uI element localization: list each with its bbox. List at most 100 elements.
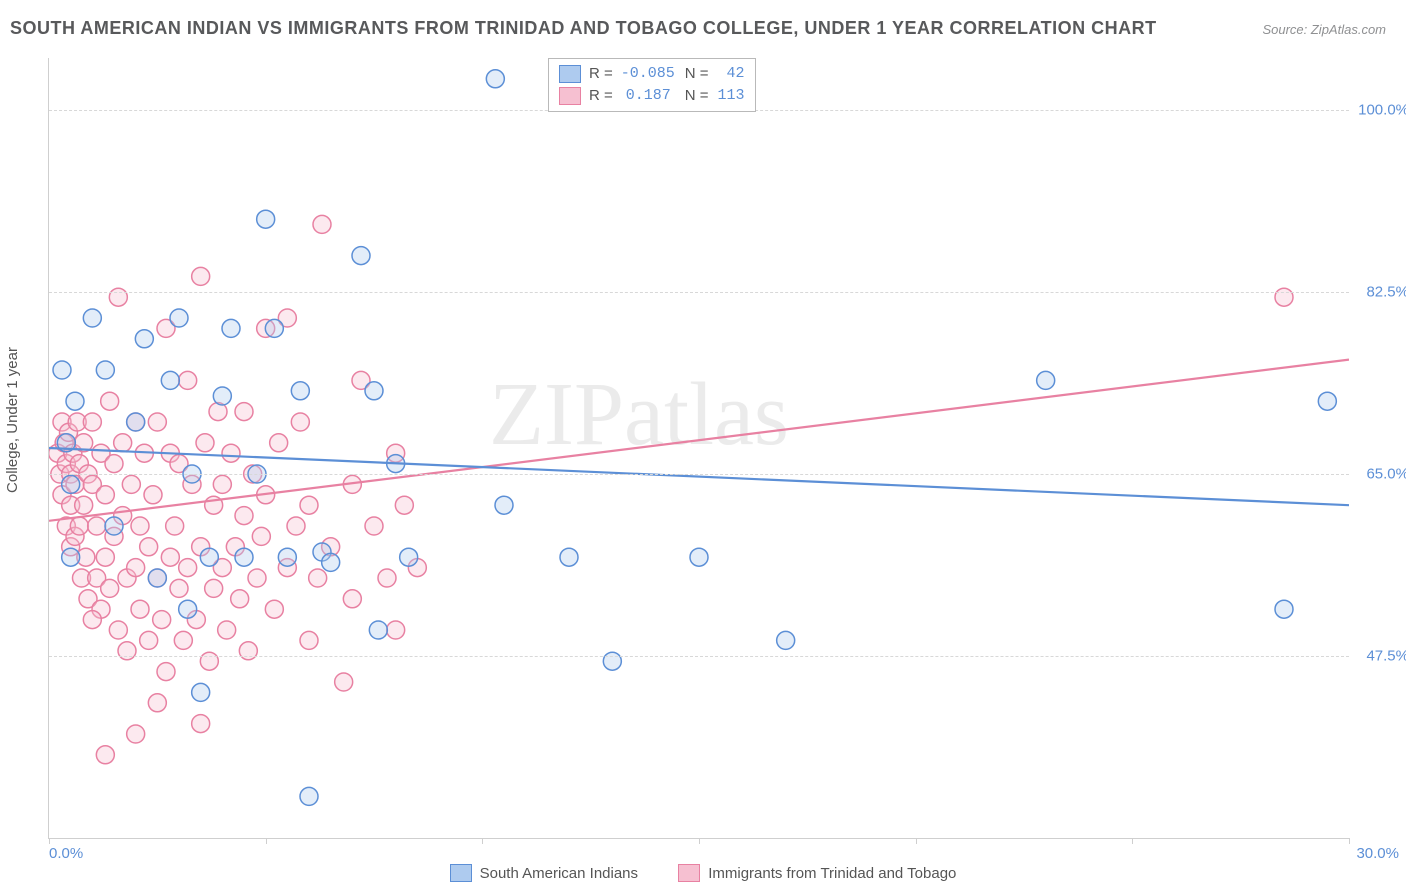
data-point: [222, 444, 240, 462]
legend-n-label: N =: [685, 63, 709, 85]
series-legend: South American Indians Immigrants from T…: [0, 864, 1406, 886]
data-point: [365, 517, 383, 535]
data-point: [144, 486, 162, 504]
data-point: [248, 569, 266, 587]
data-point: [200, 652, 218, 670]
data-point: [83, 611, 101, 629]
legend-item-pink: Immigrants from Trinidad and Tobago: [678, 864, 956, 882]
data-point: [352, 247, 370, 265]
data-point: [291, 413, 309, 431]
data-point: [378, 569, 396, 587]
data-point: [96, 361, 114, 379]
data-point: [1318, 392, 1336, 410]
data-point: [192, 715, 210, 733]
data-point: [213, 387, 231, 405]
data-point: [174, 631, 192, 649]
data-point: [252, 527, 270, 545]
data-point: [300, 631, 318, 649]
data-point: [222, 319, 240, 337]
data-point: [1275, 288, 1293, 306]
y-tick-label: 65.0%: [1354, 466, 1406, 483]
data-point: [127, 413, 145, 431]
data-point: [105, 517, 123, 535]
data-point: [777, 631, 795, 649]
data-point: [1275, 600, 1293, 618]
data-point: [75, 496, 93, 514]
data-point: [127, 559, 145, 577]
x-tick-label: 30.0%: [1356, 845, 1399, 862]
data-point: [179, 600, 197, 618]
legend-swatch-blue-2: [450, 864, 472, 882]
data-point: [265, 319, 283, 337]
data-point: [196, 434, 214, 452]
legend-swatch-pink: [559, 87, 581, 105]
data-point: [166, 517, 184, 535]
data-point: [369, 621, 387, 639]
data-point: [109, 621, 127, 639]
legend-r-label: R =: [589, 63, 613, 85]
data-point: [179, 371, 197, 389]
y-axis-label: College, Under 1 year: [4, 347, 21, 493]
data-point: [192, 683, 210, 701]
legend-pink-label: Immigrants from Trinidad and Tobago: [708, 865, 956, 882]
data-point: [131, 517, 149, 535]
data-point: [213, 475, 231, 493]
data-point: [218, 621, 236, 639]
data-point: [109, 288, 127, 306]
data-point: [118, 642, 136, 660]
data-point: [231, 590, 249, 608]
data-point: [235, 403, 253, 421]
data-point: [96, 746, 114, 764]
data-point: [170, 579, 188, 597]
data-point: [291, 382, 309, 400]
legend-blue-r: -0.085: [621, 63, 671, 85]
source-attribution: Source: ZipAtlas.com: [1262, 22, 1386, 37]
data-point: [300, 787, 318, 805]
data-point: [83, 309, 101, 327]
data-point: [192, 267, 210, 285]
y-tick-label: 82.5%: [1354, 284, 1406, 301]
data-point: [300, 496, 318, 514]
data-point: [235, 548, 253, 566]
x-tick-label: 0.0%: [49, 845, 83, 862]
legend-r-label: R =: [589, 85, 613, 107]
data-point: [83, 413, 101, 431]
chart-title: SOUTH AMERICAN INDIAN VS IMMIGRANTS FROM…: [10, 18, 1157, 39]
data-point: [62, 548, 80, 566]
data-point: [343, 590, 361, 608]
data-point: [560, 548, 578, 566]
data-point: [387, 621, 405, 639]
legend-row-pink: R = 0.187 N = 113: [559, 85, 745, 107]
data-point: [96, 548, 114, 566]
data-point: [278, 548, 296, 566]
data-point: [309, 569, 327, 587]
data-point: [70, 517, 88, 535]
data-point: [135, 330, 153, 348]
data-point: [161, 548, 179, 566]
data-point: [287, 517, 305, 535]
data-point: [365, 382, 383, 400]
data-point: [313, 215, 331, 233]
legend-swatch-pink-2: [678, 864, 700, 882]
data-point: [148, 694, 166, 712]
data-point: [200, 548, 218, 566]
data-point: [101, 579, 119, 597]
data-point: [265, 600, 283, 618]
legend-pink-n: 113: [717, 85, 745, 107]
legend-blue-n: 42: [717, 63, 745, 85]
data-point: [96, 486, 114, 504]
data-point: [148, 569, 166, 587]
data-point: [395, 496, 413, 514]
data-point: [235, 507, 253, 525]
y-tick-label: 100.0%: [1354, 102, 1406, 119]
data-point: [486, 70, 504, 88]
data-point: [170, 309, 188, 327]
data-point: [127, 725, 145, 743]
data-point: [161, 371, 179, 389]
data-point: [140, 538, 158, 556]
correlation-legend: R = -0.085 N = 42 R = 0.187 N = 113: [548, 58, 756, 112]
data-point: [105, 455, 123, 473]
data-point: [179, 559, 197, 577]
data-point: [400, 548, 418, 566]
data-point: [205, 579, 223, 597]
